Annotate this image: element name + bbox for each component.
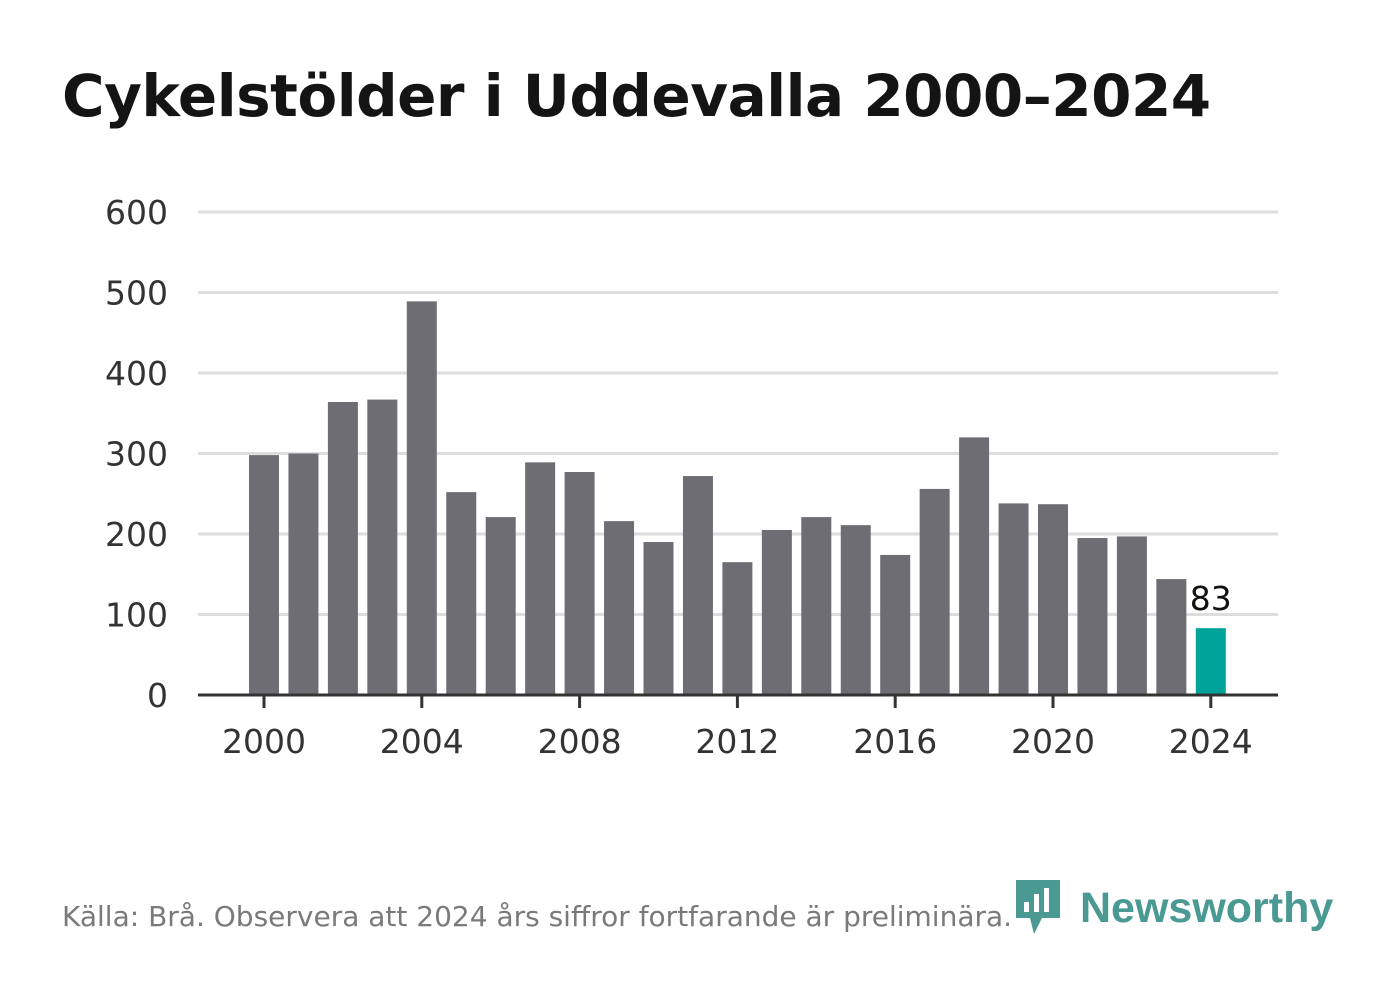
y-tick-label: 600 [105, 193, 168, 232]
y-tick-label: 500 [105, 274, 168, 313]
bar-2005 [446, 492, 477, 695]
bar-2018 [959, 437, 990, 695]
bar-2000 [249, 455, 279, 695]
bar-2020 [1038, 504, 1068, 695]
bar-2006 [485, 517, 516, 695]
source-note: Källa: Brå. Observera att 2024 års siffr… [62, 900, 1013, 933]
labels: 0 100 200 300 400 500 600 2000 2004 2008 2012 2016 2… [105, 193, 1253, 761]
bar-2001 [288, 453, 319, 695]
x-tick-label: 2004 [380, 722, 464, 761]
bar-2023 [1156, 579, 1187, 695]
x-tick-label: 2000 [222, 722, 306, 761]
bar-2004 [406, 301, 437, 695]
brand-logo: Newsworthy [1012, 878, 1333, 938]
y-tick-label: 400 [105, 354, 168, 393]
bar-2003 [367, 399, 398, 695]
axes [198, 693, 1278, 708]
bars [249, 301, 1226, 695]
bar-2010 [643, 542, 674, 695]
bar-2007 [525, 462, 556, 695]
newsworthy-logo-icon [1016, 880, 1060, 934]
bar-2013 [761, 529, 792, 695]
x-tick-label: 2024 [1169, 722, 1253, 761]
bar-2011 [682, 476, 713, 695]
bar-2017 [919, 488, 950, 695]
gridlines [198, 210, 1278, 616]
x-tick-label: 2012 [695, 722, 779, 761]
y-tick-label: 0 [147, 676, 168, 715]
bar-2002 [327, 401, 358, 695]
bar-2009 [604, 521, 635, 695]
bar-2016 [880, 554, 911, 695]
bar-2019 [998, 503, 1029, 695]
x-tick-label: 2020 [1011, 722, 1095, 761]
y-tick-label: 200 [105, 515, 168, 554]
data-label-2024: 83 [1190, 579, 1232, 618]
bar-2008 [564, 472, 595, 695]
bar-2014 [801, 517, 832, 695]
x-tick-label: 2016 [853, 722, 937, 761]
brand-name: Newsworthy [1080, 883, 1334, 932]
y-tick-label: 100 [105, 596, 168, 635]
bar-2021 [1077, 538, 1108, 695]
chart-title: Cykelstölder i Uddevalla 2000–2024 [62, 62, 1211, 130]
x-tick-label: 2008 [538, 722, 622, 761]
bar-2012 [722, 562, 753, 695]
y-tick-label: 300 [105, 435, 168, 474]
bar-2022 [1116, 536, 1147, 695]
bar-2024 [1195, 628, 1226, 695]
bar-2015 [840, 525, 871, 695]
